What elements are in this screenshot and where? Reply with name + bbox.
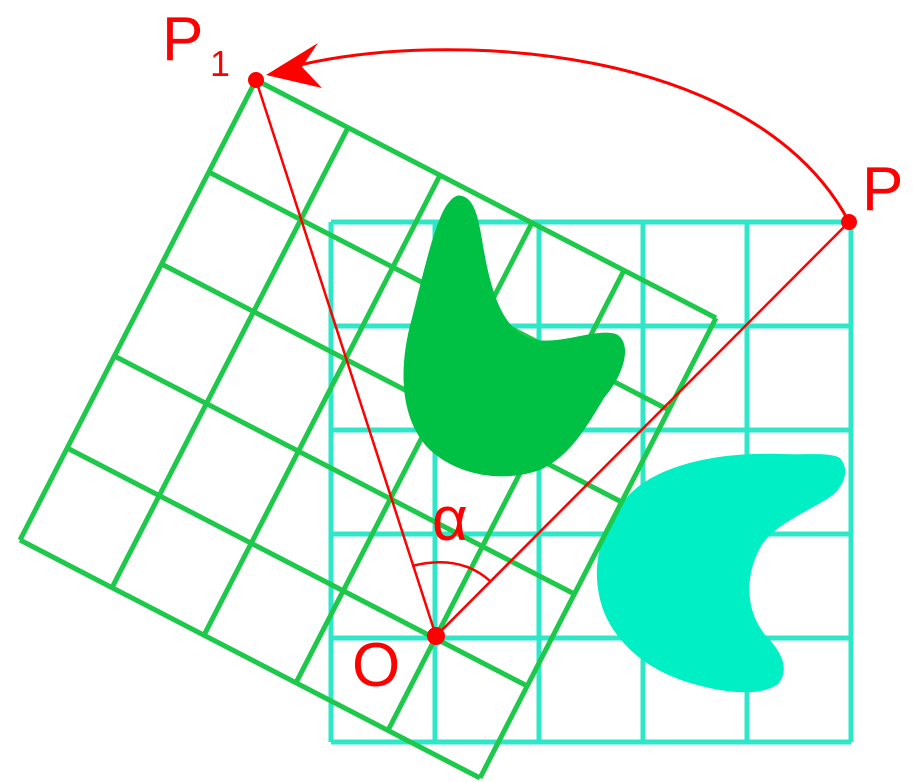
angle-arc — [411, 561, 491, 582]
label-o: O — [352, 631, 400, 700]
label-p1-subscript: 1 — [210, 43, 230, 84]
rotated-shape — [403, 195, 626, 477]
label-alpha: α — [432, 485, 468, 554]
grid-line — [113, 353, 576, 597]
grid-line — [17, 78, 259, 542]
grid-line — [109, 126, 351, 589]
point-o — [427, 627, 445, 645]
rotated-grid — [17, 77, 719, 781]
grid-line — [18, 537, 482, 781]
grid-line — [201, 174, 443, 637]
rotation-arrowhead — [266, 43, 322, 88]
segment-o-p1 — [254, 79, 438, 637]
construction-lines — [254, 48, 851, 637]
grid-line — [254, 77, 718, 321]
segment-o-p — [435, 221, 850, 637]
label-p1: P — [162, 5, 203, 74]
label-p: P — [862, 155, 903, 224]
grid-line — [66, 445, 529, 689]
rotation-arc — [279, 48, 851, 223]
point-p1 — [248, 72, 264, 88]
original-shape — [596, 453, 846, 693]
point-p — [841, 214, 857, 230]
